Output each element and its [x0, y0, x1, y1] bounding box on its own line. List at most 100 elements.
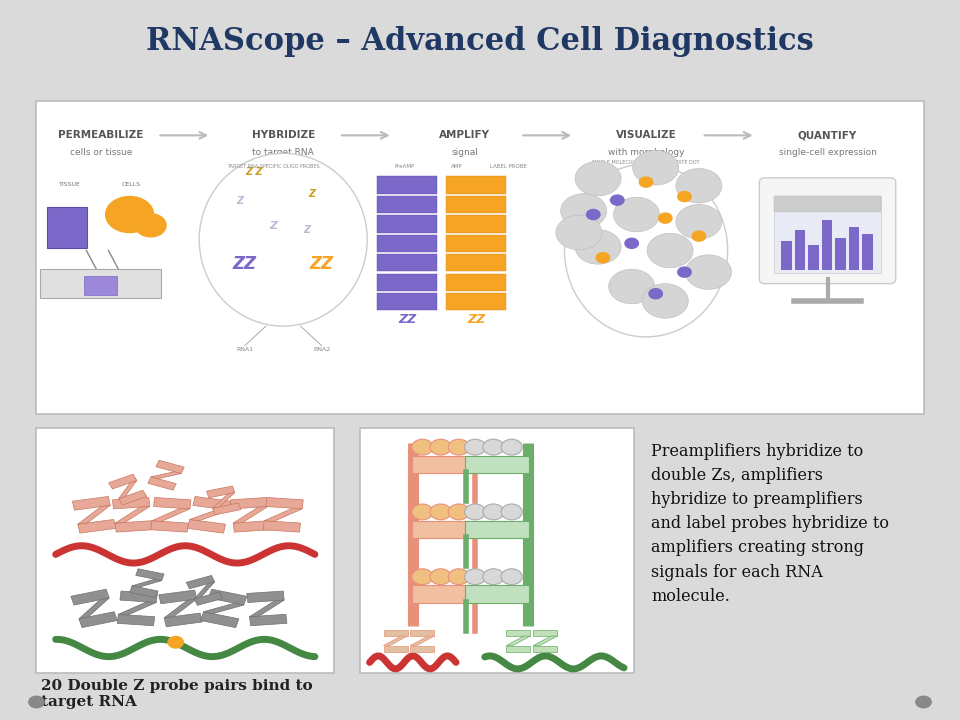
Polygon shape	[193, 497, 231, 510]
FancyBboxPatch shape	[774, 196, 881, 273]
Circle shape	[412, 504, 433, 520]
Polygon shape	[212, 503, 241, 515]
FancyBboxPatch shape	[774, 196, 881, 212]
Polygon shape	[534, 630, 557, 636]
Circle shape	[587, 210, 600, 220]
Polygon shape	[507, 636, 530, 646]
Polygon shape	[154, 498, 191, 509]
Text: ZZ: ZZ	[233, 255, 257, 273]
Text: Preamplifiers hybridize to
double Zs, amplifiers
hybridize to preamplifiers
and : Preamplifiers hybridize to double Zs, am…	[651, 443, 889, 605]
Text: QUANTIFY: QUANTIFY	[798, 130, 857, 140]
FancyBboxPatch shape	[446, 293, 506, 310]
Polygon shape	[201, 612, 239, 628]
FancyBboxPatch shape	[446, 176, 506, 194]
Polygon shape	[164, 613, 203, 626]
Polygon shape	[187, 519, 226, 533]
Circle shape	[642, 284, 688, 318]
Polygon shape	[190, 509, 228, 521]
Circle shape	[106, 197, 154, 233]
FancyBboxPatch shape	[412, 521, 476, 538]
Polygon shape	[120, 591, 157, 603]
Polygon shape	[117, 614, 155, 626]
Text: Z: Z	[270, 221, 277, 231]
Polygon shape	[115, 506, 150, 523]
Polygon shape	[71, 589, 109, 605]
FancyBboxPatch shape	[795, 230, 805, 270]
Text: CELLS: CELLS	[122, 181, 141, 186]
FancyBboxPatch shape	[412, 585, 476, 603]
Polygon shape	[186, 575, 215, 589]
FancyBboxPatch shape	[377, 274, 437, 291]
Circle shape	[448, 439, 469, 455]
Circle shape	[647, 233, 693, 268]
Text: TISSUE: TISSUE	[60, 181, 81, 186]
Circle shape	[613, 197, 660, 232]
Circle shape	[465, 439, 486, 455]
FancyBboxPatch shape	[465, 585, 529, 603]
FancyBboxPatch shape	[377, 235, 437, 252]
Polygon shape	[411, 646, 434, 652]
Text: to target RNA: to target RNA	[252, 148, 314, 157]
FancyBboxPatch shape	[849, 227, 859, 270]
Circle shape	[483, 504, 504, 520]
Polygon shape	[158, 590, 197, 604]
Text: Z: Z	[236, 196, 244, 206]
Polygon shape	[164, 599, 197, 618]
Text: ZZ: ZZ	[467, 312, 486, 325]
FancyBboxPatch shape	[360, 428, 634, 673]
FancyBboxPatch shape	[835, 238, 846, 270]
Circle shape	[465, 569, 486, 585]
Text: AMP: AMP	[451, 163, 463, 168]
Text: RNA2: RNA2	[313, 347, 330, 352]
FancyBboxPatch shape	[377, 215, 437, 233]
Circle shape	[448, 569, 469, 585]
Text: ZZ: ZZ	[397, 312, 417, 325]
Text: LABEL PROBE: LABEL PROBE	[491, 163, 527, 168]
Polygon shape	[233, 506, 268, 523]
Circle shape	[596, 253, 610, 263]
FancyBboxPatch shape	[446, 215, 506, 233]
Polygon shape	[108, 474, 137, 489]
Polygon shape	[383, 636, 407, 646]
FancyBboxPatch shape	[377, 196, 437, 213]
Text: Z: Z	[308, 189, 316, 199]
Text: ZZ: ZZ	[309, 255, 334, 273]
Polygon shape	[230, 498, 268, 509]
Circle shape	[916, 696, 931, 708]
Circle shape	[678, 267, 691, 277]
Circle shape	[430, 504, 451, 520]
Polygon shape	[118, 490, 147, 505]
Circle shape	[625, 238, 638, 248]
Polygon shape	[507, 646, 530, 652]
Circle shape	[448, 504, 469, 520]
Circle shape	[430, 569, 451, 585]
Circle shape	[412, 569, 433, 585]
Polygon shape	[72, 497, 110, 510]
Polygon shape	[135, 569, 164, 580]
Circle shape	[29, 696, 44, 708]
Text: PreAMP: PreAMP	[395, 163, 416, 168]
Polygon shape	[264, 508, 302, 521]
Circle shape	[501, 569, 522, 585]
Text: 20 Double Z probe pairs bind to
target RNA: 20 Double Z probe pairs bind to target R…	[41, 679, 313, 709]
FancyBboxPatch shape	[36, 428, 334, 673]
Polygon shape	[112, 498, 150, 509]
Circle shape	[676, 204, 722, 239]
FancyBboxPatch shape	[822, 220, 832, 270]
Polygon shape	[79, 598, 109, 618]
Polygon shape	[411, 636, 434, 646]
Circle shape	[556, 215, 602, 250]
Circle shape	[168, 636, 183, 648]
Circle shape	[659, 213, 672, 223]
Polygon shape	[118, 602, 156, 615]
FancyBboxPatch shape	[465, 521, 529, 538]
Circle shape	[575, 230, 621, 264]
Polygon shape	[156, 460, 184, 474]
Polygon shape	[233, 521, 271, 532]
Circle shape	[412, 439, 433, 455]
FancyBboxPatch shape	[465, 456, 529, 473]
Polygon shape	[534, 636, 557, 646]
Polygon shape	[263, 521, 300, 532]
Circle shape	[483, 439, 504, 455]
Polygon shape	[132, 579, 161, 588]
